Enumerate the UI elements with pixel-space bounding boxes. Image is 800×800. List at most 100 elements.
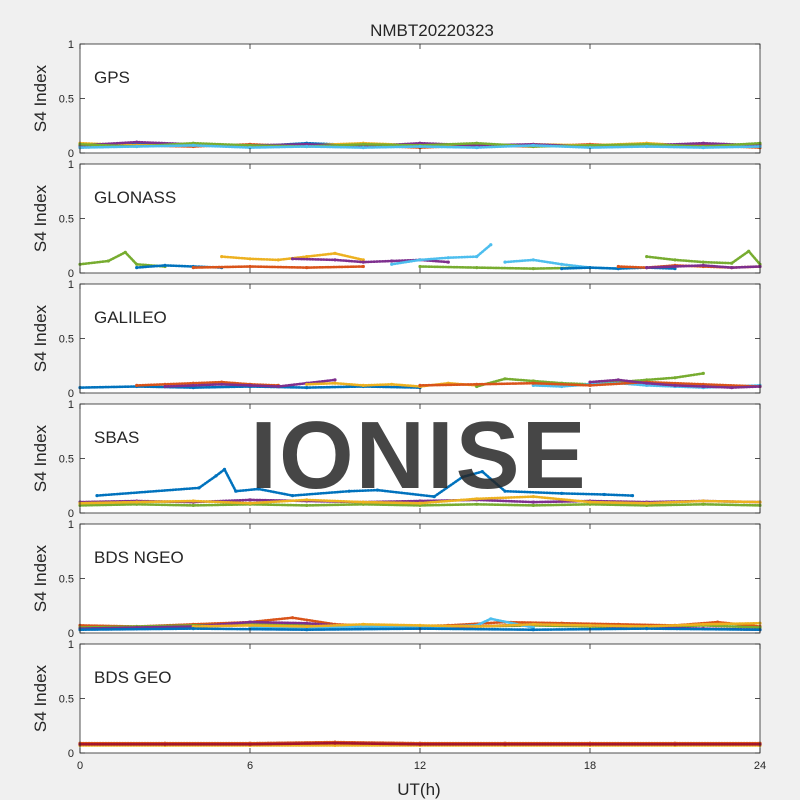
data-point (531, 495, 535, 499)
data-point (602, 492, 606, 497)
data-point (645, 503, 649, 507)
data-point (191, 266, 195, 270)
y-tick-label: 0.5 (59, 574, 74, 586)
data-point (248, 264, 252, 269)
y-tick-label: 1 (68, 159, 74, 171)
data-point (616, 264, 620, 269)
data-point (475, 382, 479, 386)
y-axis-label: S4 Index (31, 304, 50, 372)
data-point (531, 143, 535, 147)
data-point (588, 500, 592, 504)
data-point (630, 494, 635, 498)
data-point (418, 258, 422, 262)
data-point (191, 381, 195, 385)
data-point (701, 502, 705, 506)
x-tick-label: 6 (247, 760, 253, 772)
data-point (248, 257, 252, 261)
data-point (333, 378, 337, 382)
y-axis-label: S4 Index (31, 664, 50, 732)
data-point (503, 377, 507, 381)
panel-plot-area (80, 644, 760, 753)
data-point (418, 144, 422, 149)
data-point (588, 383, 592, 387)
data-point (531, 258, 535, 262)
y-axis-label: S4 Index (31, 424, 50, 492)
data-point (290, 494, 295, 498)
data-point (361, 142, 365, 146)
data-point (361, 258, 365, 262)
data-point (701, 263, 705, 267)
data-point (361, 264, 365, 269)
data-point (503, 742, 507, 746)
data-point (560, 262, 564, 266)
data-point (673, 742, 677, 746)
data-point (197, 486, 201, 490)
data-point (135, 502, 139, 506)
data-point (361, 146, 365, 150)
data-point (645, 255, 649, 259)
data-point (305, 255, 309, 259)
data-point (531, 379, 535, 383)
data-point (701, 371, 705, 375)
data-point (276, 384, 280, 389)
data-point (560, 491, 564, 495)
watermark-text: IONISE (250, 402, 587, 509)
data-point (616, 378, 620, 382)
series-trace (192, 265, 365, 269)
y-axis-label: S4 Index (31, 544, 50, 612)
data-point (531, 628, 535, 632)
data-point (390, 382, 394, 386)
data-point (361, 624, 365, 629)
data-point (276, 258, 280, 262)
data-point (305, 142, 309, 146)
data-point (135, 266, 139, 270)
data-point (460, 475, 465, 479)
data-point (390, 259, 394, 263)
data-point (701, 622, 705, 626)
data-point (446, 256, 450, 260)
data-point (560, 267, 564, 271)
data-point (673, 264, 677, 269)
data-point (531, 383, 535, 387)
x-tick-label: 12 (414, 760, 426, 772)
y-axis-label: S4 Index (31, 64, 50, 132)
series-group (78, 467, 762, 507)
data-point (645, 501, 649, 505)
data-point (701, 499, 705, 503)
data-point (480, 470, 484, 474)
x-axis-label: UT(h) (397, 780, 440, 799)
data-point (361, 260, 365, 264)
data-point (701, 260, 705, 264)
data-point (588, 380, 592, 384)
data-point (531, 622, 535, 626)
data-point (531, 500, 535, 504)
data-point (475, 255, 479, 259)
data-point (475, 497, 479, 501)
data-point (701, 384, 705, 389)
data-point (191, 141, 195, 145)
data-point (531, 381, 535, 385)
data-point (730, 266, 734, 270)
data-point (475, 266, 479, 270)
data-point (248, 143, 252, 147)
y-tick-label: 1 (68, 639, 74, 651)
data-point (432, 495, 436, 499)
data-point (305, 386, 309, 390)
data-point (214, 474, 218, 478)
system-label: GPS (94, 68, 130, 87)
x-tick-label: 18 (584, 760, 596, 772)
data-point (256, 487, 261, 491)
data-point (418, 383, 422, 387)
y-tick-label: 1 (68, 279, 74, 291)
y-tick-label: 0 (68, 268, 74, 280)
data-point (588, 623, 592, 628)
y-tick-label: 1 (68, 519, 74, 531)
y-tick-label: 0 (68, 388, 74, 400)
data-point (730, 261, 734, 265)
x-tick-label: 0 (77, 760, 83, 772)
series-trace (95, 468, 634, 498)
data-point (673, 383, 677, 387)
series-group (78, 243, 762, 271)
system-label: GALILEO (94, 308, 167, 327)
